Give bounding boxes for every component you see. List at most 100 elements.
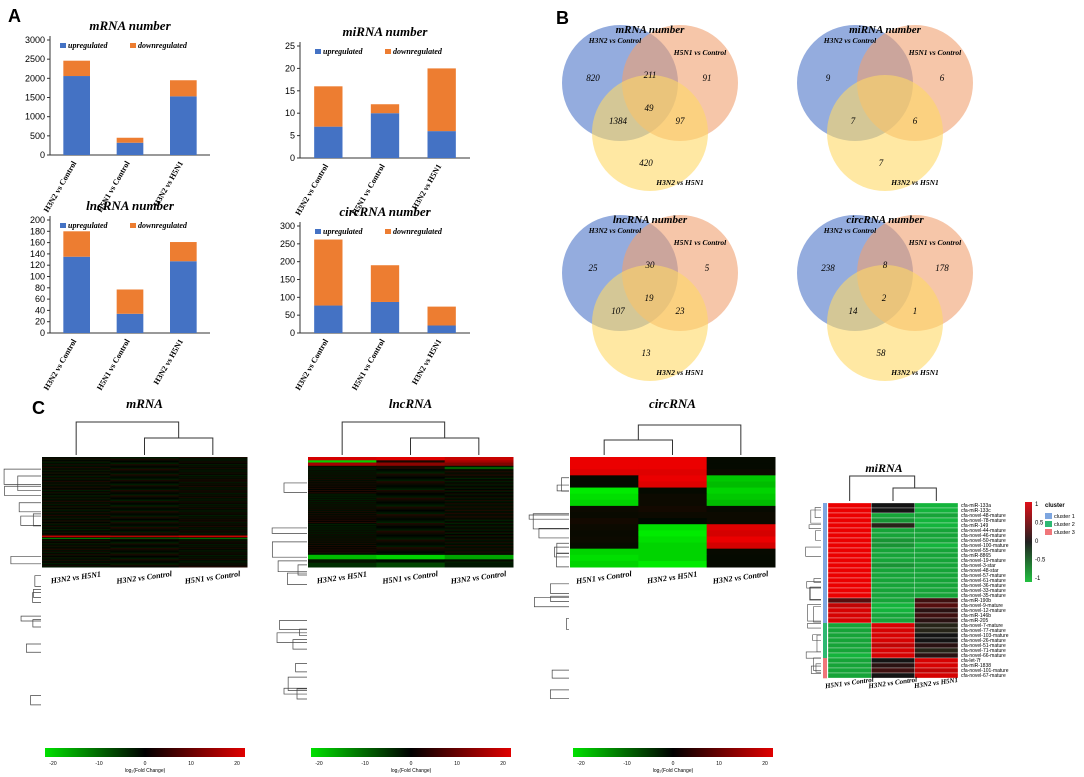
- heatmap-cell: [376, 542, 446, 545]
- heatmap-cell: [308, 548, 377, 550]
- panel-label-c: C: [32, 398, 45, 418]
- cluster-annotation: [823, 518, 827, 524]
- heatmap-cell: [376, 475, 446, 478]
- heatmap-cell: [42, 519, 111, 521]
- legend-swatch-down: [385, 49, 391, 54]
- heatmap-cell: [376, 483, 446, 485]
- mirna-scale-tick: 1: [1035, 502, 1039, 508]
- heatmap-cell: [178, 552, 248, 555]
- venn-count: 49: [645, 103, 655, 113]
- heatmap-cell: [308, 513, 377, 515]
- heatmap-cell: [42, 556, 111, 559]
- heatmap-cell: [308, 542, 377, 545]
- heatmap-cell: [110, 497, 180, 500]
- venn-set-label: H3N2 vs H5N1: [890, 368, 939, 377]
- heatmap-cell: [42, 508, 111, 510]
- heatmap-cell: [42, 546, 111, 548]
- mirna-row-label: cfa-novel-57-mature: [961, 573, 1006, 579]
- heatmap-cell: [706, 548, 776, 556]
- mirna-heatmap-cell: [914, 667, 959, 674]
- heatmap-cell: [308, 503, 377, 505]
- mirna-heatmap-cell: [827, 657, 872, 664]
- heatmap-cell: [444, 468, 514, 470]
- color-scale-tick: 10: [716, 761, 722, 767]
- legend-swatch-up: [60, 43, 66, 48]
- y-tick-label: 20: [285, 63, 295, 73]
- heatmap-cell: [178, 494, 248, 496]
- venn-set-label: H5N1 vs Control: [908, 48, 962, 57]
- heatmap-cell: [42, 548, 111, 550]
- mirna-heatmap-cell: [871, 512, 915, 519]
- heatmap-cell: [178, 534, 248, 537]
- heatmap-cell: [444, 557, 514, 559]
- mirna-heatmap-cell: [871, 557, 915, 564]
- heatmap-cell: [376, 564, 446, 567]
- heatmap-cell: [638, 524, 708, 531]
- heatmap-cell: [444, 506, 514, 509]
- heatmap-cell: [638, 469, 708, 476]
- heatmap-cell: [376, 523, 446, 525]
- heatmap-cell: [110, 488, 180, 490]
- venn-count: 23: [676, 306, 686, 316]
- heatmap-cell: [42, 554, 111, 556]
- heatmap-cell: [110, 491, 180, 493]
- heatmap-column-label: H5N1 vs Control: [574, 569, 632, 586]
- heatmap-cell: [376, 486, 446, 489]
- heatmap-cell: [308, 483, 377, 485]
- cluster-annotation: [823, 633, 827, 639]
- heatmap-cell: [706, 481, 776, 489]
- heatmap-cell: [110, 476, 180, 478]
- heatmap-cell: [42, 512, 111, 514]
- heatmap-cell: [110, 490, 180, 492]
- cluster-legend-label: cluster 2: [1054, 522, 1075, 528]
- heatmap-cell: [42, 553, 111, 555]
- heatmap-cell: [110, 482, 180, 484]
- heatmap-cell: [308, 473, 377, 476]
- heatmap-cell: [178, 549, 248, 551]
- cluster-annotation: [823, 673, 827, 679]
- y-tick-label: 200: [280, 257, 295, 267]
- heatmap-cell: [308, 534, 377, 536]
- heatmap-cell: [376, 457, 446, 459]
- heatmap-cell: [178, 483, 248, 485]
- heatmap-cell: [706, 475, 776, 482]
- venn-circle-3: [592, 265, 708, 381]
- cluster-annotation: [823, 628, 827, 634]
- heatmap-cell: [308, 465, 377, 468]
- heatmap-cell: [376, 473, 446, 476]
- heatmap-cell: [178, 547, 248, 549]
- heatmap-cell: [376, 531, 446, 534]
- heatmap-cell: [178, 506, 248, 508]
- venn-count: 13: [642, 348, 652, 358]
- heatmap-cell: [308, 490, 377, 492]
- heatmap-cell: [308, 530, 377, 533]
- heatmap-cell: [110, 473, 180, 475]
- heatmap-cell: [570, 554, 639, 562]
- heatmap-cell: [308, 527, 377, 529]
- heatmap-cell: [376, 469, 446, 471]
- mirna-heatmap-cell: [871, 612, 915, 619]
- heatmap-cell: [178, 527, 248, 529]
- heatmap-cell: [42, 563, 111, 565]
- heatmap-cell: [42, 539, 111, 541]
- mirna-heatmap-cell: [871, 582, 915, 589]
- heatmap-cell: [376, 541, 446, 544]
- heatmap-cell: [178, 540, 248, 542]
- mirna-heatmap-cell: [914, 532, 959, 539]
- heatmap-cell: [110, 543, 180, 545]
- cluster-annotation: [823, 593, 827, 599]
- heatmap-cell: [110, 547, 180, 549]
- heatmap-cell: [178, 501, 248, 504]
- heatmap-cell: [444, 462, 514, 465]
- heatmap-cell: [444, 503, 514, 505]
- heatmap-cell: [308, 512, 377, 514]
- heatmap-cell: [178, 479, 248, 481]
- heatmap-cell: [42, 524, 111, 526]
- heatmap-cell: [444, 476, 514, 479]
- heatmap-cell: [42, 512, 111, 515]
- heatmap-cell: [110, 512, 180, 514]
- cluster-annotation: [823, 508, 827, 514]
- heatmap-cell: [376, 528, 446, 531]
- heatmap-cell: [308, 468, 377, 470]
